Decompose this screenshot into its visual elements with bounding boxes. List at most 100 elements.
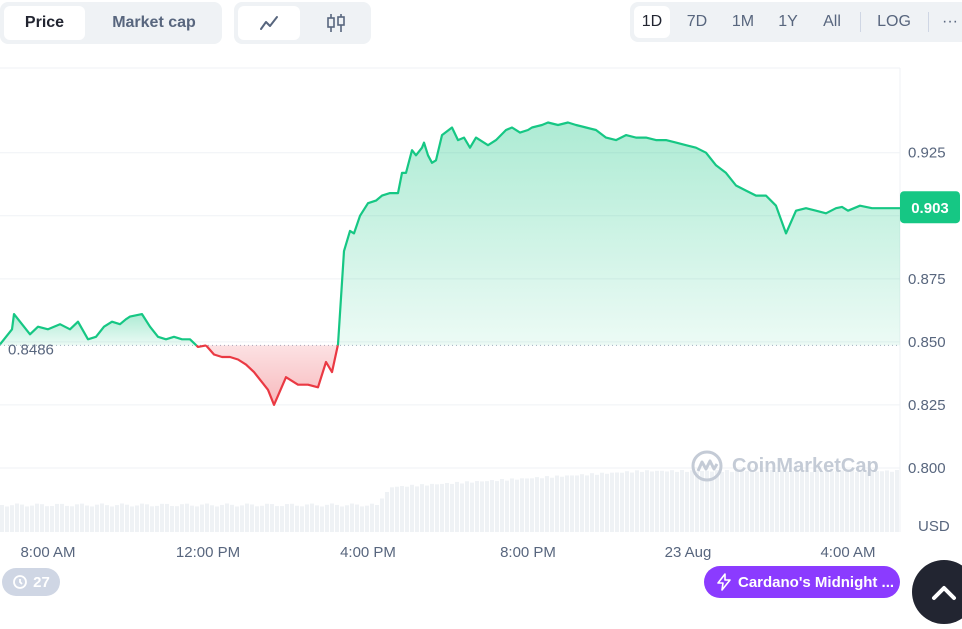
down-line-segment [195, 344, 207, 348]
volume-bar [405, 486, 409, 532]
volume-bar [5, 506, 9, 532]
more-options-button[interactable]: ··· [942, 13, 958, 30]
volume-bar [655, 470, 659, 532]
volume-bar [295, 505, 299, 532]
candlestick-icon [327, 14, 345, 32]
volume-bar [805, 470, 809, 532]
volume-bar [255, 506, 259, 532]
volume-bar [630, 472, 634, 532]
volume-bar [350, 503, 354, 532]
volume-bar [35, 503, 39, 532]
volume-bar [70, 506, 74, 532]
volume-bar [20, 504, 24, 532]
volume-bar [15, 503, 19, 532]
volume-bar [190, 505, 194, 532]
volume-bar [505, 480, 509, 532]
volume-bar [230, 504, 234, 532]
volume-bar [395, 486, 399, 532]
volume-bar [400, 485, 404, 532]
volume-bar [65, 505, 69, 532]
volume-bar [540, 478, 544, 532]
volume-bar [450, 483, 454, 532]
volume-bar [185, 503, 189, 532]
volume-bar [110, 506, 114, 532]
coinmarketcap-watermark: CoinMarketCap [690, 449, 879, 483]
volume-bar [310, 503, 314, 532]
volume-bar [775, 471, 779, 532]
log-scale-button[interactable]: LOG [877, 13, 911, 30]
current-price-tag [900, 191, 960, 224]
volume-bar [375, 505, 379, 532]
volume-bar [730, 471, 734, 532]
volume-bar [275, 506, 279, 532]
volume-bar [470, 482, 474, 532]
lightning-icon [717, 573, 731, 591]
up-line-segment [336, 121, 900, 346]
volume-bar [365, 505, 369, 532]
volume-bar [575, 475, 579, 532]
range-1d-button[interactable]: 1D [634, 6, 670, 38]
market-cap-tab[interactable]: Market cap [112, 14, 196, 31]
volume-bar [120, 503, 124, 532]
volume-bar [675, 471, 679, 532]
volume-bar [435, 484, 439, 532]
price-tab[interactable]: Price [4, 6, 85, 40]
volume-bar [160, 503, 164, 532]
range-7d-button[interactable]: 7D [686, 13, 708, 30]
chart-view-toggle [234, 2, 371, 44]
up-line-segment [0, 313, 198, 347]
volume-bar [530, 478, 534, 532]
volume-bar [510, 478, 514, 532]
volume-bar [850, 470, 854, 532]
range-1y-button[interactable]: 1Y [778, 13, 798, 30]
volume-bar [750, 470, 754, 532]
history-clock-icon [13, 575, 28, 589]
volume-bar [780, 470, 784, 532]
volume-bar [335, 504, 339, 532]
price-chart[interactable]: 0.800 0.825 0.850 0.875 0.925 0.8486 0.903 USD 8… [0, 0, 962, 596]
y-tick-label: 0.800 [908, 460, 946, 477]
volume-bar [605, 473, 609, 532]
volume-bar [885, 470, 889, 532]
volume-bar [200, 504, 204, 532]
line-chart-button[interactable] [238, 6, 300, 40]
range-1m-button[interactable]: 1M [731, 13, 755, 30]
volume-bar [865, 471, 869, 532]
down-area [206, 345, 338, 405]
volume-bar [495, 481, 499, 532]
watermark-text: CoinMarketCap [732, 454, 879, 477]
comments-badge[interactable]: 27 [2, 568, 60, 596]
volume-bar [585, 475, 589, 532]
volume-bar [650, 471, 654, 532]
volume-bar [620, 472, 624, 532]
candlestick-chart-button[interactable] [305, 6, 367, 40]
news-pill[interactable]: Cardano's Midnight ... [704, 566, 900, 598]
volume-bar [810, 471, 814, 532]
volume-bar [95, 504, 99, 532]
range-divider [860, 12, 861, 32]
volume-bar [465, 481, 469, 532]
comments-count: 27 [33, 573, 50, 591]
volume-bar [700, 470, 704, 532]
scroll-to-top-button[interactable] [912, 560, 962, 624]
volume-bar [855, 471, 859, 532]
volume-bar [860, 470, 864, 532]
volume-bar [135, 505, 139, 532]
volume-bar [370, 503, 374, 532]
volume-bar [490, 480, 494, 532]
range-all-button[interactable]: All [823, 13, 841, 30]
volume-bar [455, 481, 459, 532]
volume-bar [145, 504, 149, 532]
volume-bar [825, 470, 829, 532]
volume-bar [815, 470, 819, 532]
up-area [0, 314, 197, 346]
volume-bar [725, 470, 729, 532]
price-line [0, 121, 900, 406]
news-label: Cardano's Midnight ... [738, 573, 895, 591]
volume-bar [30, 505, 34, 532]
x-tick-label: 8:00 PM [500, 544, 556, 561]
volume-bar [215, 506, 219, 532]
volume-bar [440, 483, 444, 532]
chevron-up-icon [932, 586, 956, 600]
volume-bar [845, 471, 849, 532]
